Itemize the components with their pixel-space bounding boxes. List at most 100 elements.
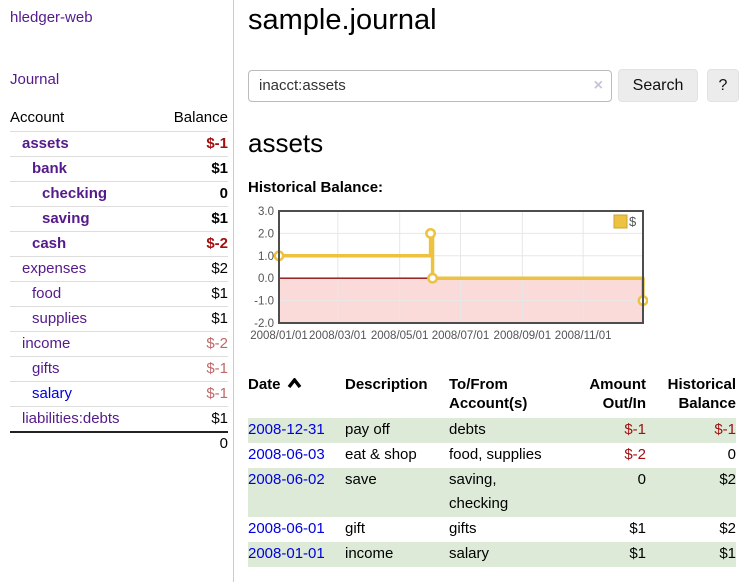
svg-text:0.0: 0.0 bbox=[258, 273, 274, 285]
register-cell-desc: save bbox=[345, 471, 377, 488]
register-cell-bal r: 0 bbox=[727, 446, 736, 463]
sidebar-account-link-expenses[interactable]: expenses bbox=[22, 260, 87, 277]
sidebar-account-row: food $1 bbox=[10, 281, 228, 307]
accounts-total-row: 0 bbox=[10, 431, 228, 455]
svg-text:2.0: 2.0 bbox=[258, 228, 274, 240]
register-cell-desc: eat & shop bbox=[345, 446, 417, 463]
app-title-link[interactable]: hledger-web bbox=[10, 9, 93, 26]
svg-text:2008/07/01: 2008/07/01 bbox=[432, 330, 490, 342]
sidebar-accounts-table: Account Balance assets $-1 bank $1 checking 0… bbox=[10, 107, 228, 455]
sidebar-account-row: gifts $-1 bbox=[10, 356, 228, 382]
svg-text:2008/05/01: 2008/05/01 bbox=[371, 330, 429, 342]
register-header-account: To/From Account(s) bbox=[449, 376, 528, 412]
accounts-total-value: 0 bbox=[155, 431, 228, 455]
register-header-balance: Historical Balance bbox=[667, 376, 736, 412]
register-cell-acct: food, supplies bbox=[449, 446, 542, 463]
chart-container: $3.0 2.0 1.0 0.0 -1.0 -2.0 2008/01/01 2008/03/0… bbox=[234, 205, 739, 352]
sidebar-account-link-gifts[interactable]: gifts bbox=[32, 360, 60, 377]
sidebar-account-balance: $-1 bbox=[155, 131, 228, 157]
register-header-amount: Amount Out/In bbox=[589, 376, 646, 412]
sidebar-account-balance: $1 bbox=[155, 306, 228, 332]
sidebar-account-link-checking[interactable]: checking bbox=[42, 185, 108, 202]
register-cell-acct: saving, checking bbox=[449, 471, 509, 512]
sidebar-account-balance: $1 bbox=[155, 406, 228, 432]
accounts-header-balance: Balance bbox=[173, 109, 228, 126]
register-cell-amt r: $-2 bbox=[624, 446, 646, 463]
sidebar-account-balance: 0 bbox=[155, 181, 228, 207]
register-row: 2008-06-01 gift gifts $1 $2 bbox=[248, 517, 736, 542]
register-cell-desc: gift bbox=[345, 520, 366, 537]
sidebar-account-link-liabilities-debts[interactable]: liabilities:debts bbox=[22, 410, 120, 427]
sidebar-account-link-saving[interactable]: saving bbox=[42, 210, 90, 227]
register-row: 2008-01-01 income salary $1 $1 bbox=[248, 542, 736, 567]
svg-text:1.0: 1.0 bbox=[258, 251, 274, 263]
sidebar-account-balance: $-2 bbox=[155, 331, 228, 357]
register-cell-amt r: $1 bbox=[629, 545, 646, 562]
register-cell-acct: salary bbox=[449, 545, 490, 562]
sidebar-account-balance: $1 bbox=[155, 281, 228, 307]
register-cell-amt r: 0 bbox=[637, 471, 646, 488]
register-date-link[interactable]: 2008-06-03 bbox=[248, 446, 325, 463]
svg-text:2008/11/01: 2008/11/01 bbox=[555, 330, 612, 342]
sidebar-account-link-bank[interactable]: bank bbox=[32, 160, 68, 177]
help-button[interactable]: ? bbox=[707, 69, 739, 102]
sidebar-account-balance: $2 bbox=[155, 256, 228, 282]
accounts-header-account: Account bbox=[10, 109, 65, 126]
sidebar-item-journal[interactable]: Journal bbox=[10, 71, 60, 88]
register-header-row: Date Description To/From Account(s) Amou… bbox=[248, 375, 736, 418]
register-cell-bal r: $-1 bbox=[714, 421, 736, 438]
register-date-link[interactable]: 2008-06-02 bbox=[248, 471, 325, 488]
register-header-date[interactable]: Date bbox=[248, 375, 345, 418]
sidebar-account-balance: $-2 bbox=[155, 231, 228, 257]
register-date-link[interactable]: 2008-06-01 bbox=[248, 520, 325, 537]
chart-label: Historical Balance: bbox=[248, 179, 384, 196]
accounts-total-spacer bbox=[10, 431, 156, 455]
sidebar-account-link-cash[interactable]: cash bbox=[32, 235, 67, 252]
register-row: 2008-06-02 save saving, checking 0 $2 bbox=[248, 468, 736, 517]
sidebar-account-row: saving $1 bbox=[10, 206, 228, 232]
account-heading: assets bbox=[248, 128, 324, 158]
register-header-date-label: Date bbox=[248, 376, 281, 393]
sidebar-account-link-salary[interactable]: salary bbox=[32, 385, 73, 402]
page-title: sample.journal bbox=[248, 4, 437, 36]
register-date-link[interactable]: 2008-12-31 bbox=[248, 421, 325, 438]
main-content: sample.journal × Search ? assets Histori… bbox=[234, 0, 742, 582]
clear-search-icon[interactable]: × bbox=[593, 76, 603, 94]
svg-text:2008/01/01: 2008/01/01 bbox=[250, 330, 308, 342]
register-cell-acct: gifts bbox=[449, 520, 477, 537]
svg-text:3.0: 3.0 bbox=[258, 206, 274, 218]
register-cell-bal r: $2 bbox=[719, 471, 736, 488]
sidebar-account-link-food[interactable]: food bbox=[32, 285, 62, 302]
svg-text:-2.0: -2.0 bbox=[254, 318, 274, 330]
sidebar-account-balance: $1 bbox=[155, 156, 228, 182]
sidebar-account-link-income[interactable]: income bbox=[22, 335, 71, 352]
register-table: Date Description To/From Account(s) Amou… bbox=[248, 375, 736, 567]
sidebar-account-row: supplies $1 bbox=[10, 306, 228, 332]
sidebar-account-row: bank $1 bbox=[10, 156, 228, 182]
svg-text:2008/03/01: 2008/03/01 bbox=[309, 330, 367, 342]
register-cell-bal r: $2 bbox=[719, 520, 736, 537]
svg-text:$: $ bbox=[629, 214, 637, 229]
sidebar-account-balance: $-1 bbox=[155, 356, 228, 382]
register-header-description: Description bbox=[345, 376, 428, 393]
search-button[interactable]: Search bbox=[618, 69, 698, 102]
sidebar-accounts-body: assets $-1 bank $1 checking 0 saving $1 cash $-2 e… bbox=[10, 131, 228, 432]
register-date-link[interactable]: 2008-01-01 bbox=[248, 545, 325, 562]
sidebar-account-balance: $1 bbox=[155, 206, 228, 232]
register-cell-desc: pay off bbox=[345, 421, 390, 438]
sidebar-account-row: checking 0 bbox=[10, 181, 228, 207]
register-row: 2008-06-03 eat & shop food, supplies $-2 0 bbox=[248, 443, 736, 468]
svg-text:-1.0: -1.0 bbox=[254, 296, 274, 308]
sort-ascending-icon bbox=[287, 377, 301, 389]
register-cell-amt r: $-1 bbox=[624, 421, 646, 438]
sidebar-account-balance: $-1 bbox=[155, 381, 228, 407]
register-cell-acct: debts bbox=[449, 421, 486, 438]
svg-text:2008/09/01: 2008/09/01 bbox=[494, 330, 552, 342]
sidebar-account-row: salary $-1 bbox=[10, 381, 228, 407]
sidebar-account-link-assets[interactable]: assets bbox=[22, 135, 69, 152]
register-body: 2008-12-31 pay off debts $-1 $-1 2008-06-03 ea… bbox=[248, 418, 736, 567]
sidebar-account-link-supplies[interactable]: supplies bbox=[32, 310, 88, 327]
search-input[interactable] bbox=[248, 69, 612, 102]
